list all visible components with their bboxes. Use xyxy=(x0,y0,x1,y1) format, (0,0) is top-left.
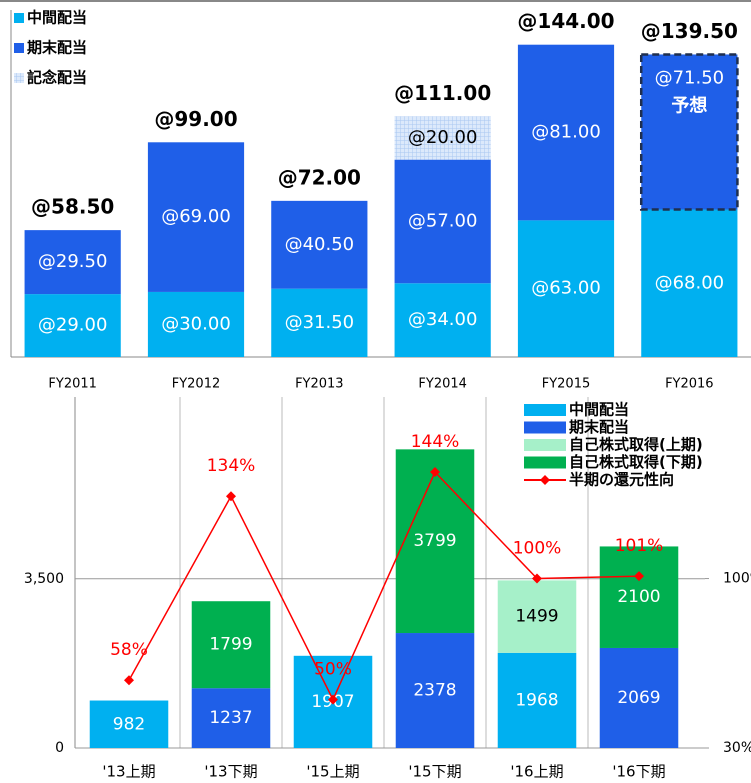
bar-segment xyxy=(147,291,245,357)
bar-segment xyxy=(191,688,271,748)
legend-label: 中間配当 xyxy=(27,9,87,27)
bar-segment xyxy=(395,449,475,634)
x-tick-label: '13下期 xyxy=(204,763,257,781)
bar-segment xyxy=(641,209,738,357)
total-label: @58.50 xyxy=(31,195,114,219)
line-value-label: 50% xyxy=(314,660,352,680)
x-tick-label: '15下期 xyxy=(408,763,461,781)
line xyxy=(128,470,640,702)
bar-value-label: @57.00 xyxy=(408,210,478,231)
x-tick-label: FY2013 xyxy=(295,377,344,392)
legend-label: 自己株式取得(上期) xyxy=(569,436,703,454)
bar-value-label: 2100 xyxy=(617,587,660,607)
bar-segment xyxy=(394,116,491,160)
bar-value-label: @29.50 xyxy=(38,251,108,272)
x-tick-label: '13上期 xyxy=(102,763,155,781)
annotation: 予想 xyxy=(671,94,707,116)
bar-segment xyxy=(271,288,368,357)
legend-swatch xyxy=(524,456,566,469)
total-label: @144.00 xyxy=(517,9,614,33)
bar-segment xyxy=(394,159,491,284)
bar-value-label: @69.00 xyxy=(161,206,231,227)
line-marker xyxy=(532,573,542,584)
line-marker xyxy=(430,467,440,478)
bar-value-label: 1499 xyxy=(515,607,558,627)
bar-value-label: @29.00 xyxy=(38,315,108,336)
y2-tick-label: 100% xyxy=(723,571,751,587)
bar-segment xyxy=(89,700,169,748)
bar-segment xyxy=(517,220,615,357)
forecast-border xyxy=(639,53,739,211)
bar-value-label: 3799 xyxy=(413,531,456,551)
x-tick-label: FY2011 xyxy=(48,377,97,392)
bar-segment xyxy=(517,44,615,221)
legend-swatch xyxy=(14,43,24,53)
x-tick-label: '16上期 xyxy=(510,763,563,781)
bar-value-label: @31.50 xyxy=(285,312,355,333)
bar-value-label: @20.00 xyxy=(408,127,478,148)
bar-segment xyxy=(24,294,121,357)
line-marker xyxy=(124,675,134,686)
line-value-label: 100% xyxy=(513,539,562,559)
legend-label: 記念配当 xyxy=(27,69,87,87)
bar-value-label: @68.00 xyxy=(655,272,725,293)
legend-label: 期末配当 xyxy=(27,39,87,57)
x-tick-label: FY2012 xyxy=(172,377,221,392)
legend-marker xyxy=(540,475,550,485)
bar-value-label: @71.50 xyxy=(655,67,725,88)
bar-segment xyxy=(394,283,491,357)
bar-segment xyxy=(24,230,121,295)
bar-segment xyxy=(147,142,245,292)
y-tick-label: 0 xyxy=(55,740,64,756)
bar-segment xyxy=(641,54,738,210)
bar-value-label: @30.00 xyxy=(161,313,231,334)
bar-value-label: 2069 xyxy=(617,688,660,708)
legend-swatch xyxy=(524,439,566,451)
x-tick-label: '15上期 xyxy=(306,763,359,781)
bar-value-label: @81.00 xyxy=(531,122,601,143)
legend-label: 中間配当 xyxy=(569,401,629,419)
line-value-label: 58% xyxy=(110,640,148,660)
bar-value-label: 1799 xyxy=(209,635,252,655)
bar-value-label: @63.00 xyxy=(531,278,601,299)
legend-label: 期末配当 xyxy=(569,418,629,436)
line-value-label: 134% xyxy=(207,456,256,476)
total-label: @99.00 xyxy=(154,107,237,131)
legend-label: 自己株式取得(下期) xyxy=(569,453,703,471)
bar-value-label: 1968 xyxy=(515,690,558,710)
legend-swatch xyxy=(524,421,566,434)
bar-segment xyxy=(395,633,475,748)
legend-swatch xyxy=(14,13,24,23)
bar-segment xyxy=(497,652,577,748)
bar-value-label: 2378 xyxy=(413,681,456,701)
bar-segment xyxy=(497,580,577,653)
bar-segment xyxy=(191,601,271,689)
x-tick-label: FY2014 xyxy=(418,377,467,392)
legend-swatch xyxy=(524,404,566,416)
legend-swatch xyxy=(14,73,24,83)
bar-segment xyxy=(599,647,679,748)
line-value-label: 144% xyxy=(411,432,460,452)
legend-label: 半期の還元性向 xyxy=(569,471,674,489)
y-tick-label: 3,500 xyxy=(24,571,64,587)
y2-tick-label: 30% xyxy=(723,740,751,756)
x-tick-label: FY2015 xyxy=(542,377,591,392)
bar-value-label: 1237 xyxy=(209,708,252,728)
line-marker xyxy=(634,571,644,582)
x-tick-label: '16下期 xyxy=(612,763,665,781)
bar-value-label: 982 xyxy=(113,714,145,734)
bar-value-label: @40.50 xyxy=(285,234,355,255)
bar-value-label: @34.00 xyxy=(408,309,478,330)
line-marker xyxy=(328,694,338,705)
total-label: @111.00 xyxy=(394,81,491,105)
total-label: @72.00 xyxy=(278,165,361,189)
total-label: @139.50 xyxy=(641,19,738,43)
line-value-label: 101% xyxy=(615,536,664,556)
x-tick-label: FY2016 xyxy=(665,377,714,392)
bar-segment xyxy=(271,200,368,289)
bar-segment xyxy=(599,546,679,648)
line-marker xyxy=(226,491,236,502)
